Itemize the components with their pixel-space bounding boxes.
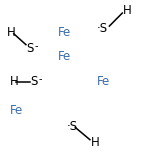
Text: H: H (123, 4, 132, 17)
Text: H: H (10, 75, 18, 88)
Text: -: - (38, 74, 42, 85)
Text: H: H (91, 136, 99, 149)
Text: S: S (30, 75, 37, 88)
Text: Fe: Fe (58, 50, 72, 63)
Text: ·S: ·S (67, 120, 78, 133)
Text: Fe: Fe (97, 75, 110, 88)
Text: ·S: ·S (97, 22, 108, 35)
Text: -: - (35, 41, 38, 51)
Text: S: S (27, 42, 34, 55)
Text: Fe: Fe (10, 104, 23, 117)
Text: H: H (6, 26, 15, 39)
Text: Fe: Fe (58, 26, 72, 39)
